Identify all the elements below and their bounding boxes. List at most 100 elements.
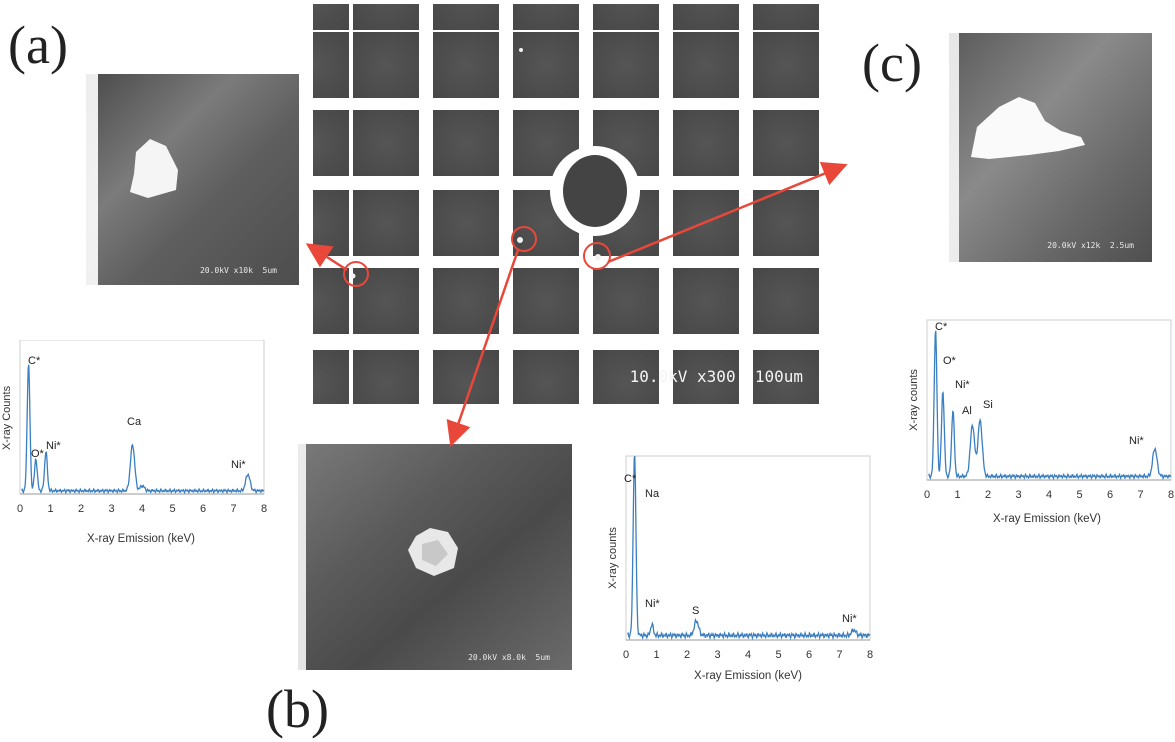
- spectrum-c-peak-c: C*: [935, 321, 948, 333]
- grid-cell: [673, 350, 739, 404]
- x-tick-label: 0: [17, 503, 23, 515]
- sem-image-a: 20.0kV x10k 5um: [86, 74, 299, 285]
- grid-cell: [313, 110, 349, 176]
- spectrum-b: X-ray counts 0 1 2 3 4 5 6 7 8 X-ray Emission (k…: [605, 450, 880, 690]
- grid-cell: [593, 350, 659, 404]
- panel-label-c: (c): [862, 33, 922, 93]
- spectrum-c-peak-si: Si: [983, 399, 993, 411]
- sem-image-c: 20.0kV x12k 2.5um: [949, 33, 1152, 262]
- spectrum-c-peak-ni1: Ni*: [955, 379, 970, 391]
- grid-cell: [673, 268, 739, 334]
- grid-cell: [753, 4, 819, 30]
- grid-cell: [433, 32, 499, 98]
- grid-cells: [313, 4, 819, 404]
- grid-cell: [673, 190, 739, 256]
- spectrum-b-line: [626, 455, 871, 641]
- x-tick-label: 2: [78, 503, 84, 515]
- grid-cell: [593, 268, 659, 334]
- x-tick-label: 3: [108, 503, 114, 515]
- spectrum-b-ylabel: X-ray counts: [607, 527, 619, 589]
- x-tick-label: 7: [836, 649, 842, 661]
- spectrum-a-peak-ni2: Ni*: [231, 459, 246, 471]
- grid-cell: [753, 110, 819, 176]
- x-tick-label: 0: [924, 489, 930, 501]
- grid-cell: [433, 350, 499, 404]
- grid-cell: [353, 4, 419, 30]
- grid-cell: [313, 268, 349, 334]
- x-tick-label: 8: [261, 503, 267, 515]
- x-tick-label: 5: [775, 649, 781, 661]
- x-tick-label: 7: [230, 503, 236, 515]
- spectrum-b-xlabel: X-ray Emission (keV): [694, 670, 802, 682]
- grid-cell: [673, 32, 739, 98]
- grid-cell: [513, 4, 579, 30]
- spectrum-c-xlabel: X-ray Emission (keV): [993, 513, 1101, 525]
- grid-cell: [593, 32, 659, 98]
- grid-cell: [513, 32, 579, 98]
- grid-svg: [313, 4, 847, 404]
- panel-label-a: (a): [8, 15, 68, 75]
- spectrum-a-peak-ni1: Ni*: [46, 440, 61, 452]
- x-tick-label: 6: [1107, 489, 1113, 501]
- x-tick-label: 5: [1076, 489, 1082, 501]
- sem-b-scalebar: 20.0kV x8.0k 5um: [468, 653, 550, 662]
- x-tick-label: 1: [47, 503, 53, 515]
- grid-cell: [313, 4, 349, 30]
- spectrum-a-peak-ca: Ca: [127, 416, 142, 428]
- grid-cell: [353, 32, 419, 98]
- grid-cell: [753, 350, 819, 404]
- grid-cell: [313, 32, 349, 98]
- x-tick-label: 3: [1015, 489, 1021, 501]
- x-tick-label: 6: [200, 503, 206, 515]
- center-sem-grid-image: 10.0kV x300 100um: [313, 4, 847, 404]
- particle-a: [130, 139, 178, 198]
- grid-speck: [519, 48, 523, 52]
- particle-c-spot: [595, 254, 601, 260]
- spectrum-c-line: [927, 330, 1172, 481]
- x-tick-label: 0: [623, 649, 629, 661]
- grid-cell: [593, 4, 659, 30]
- grid-cell: [433, 190, 499, 256]
- x-tick-label: 8: [867, 649, 873, 661]
- particle-c: [971, 97, 1085, 159]
- grid-cell: [673, 4, 739, 30]
- grid-cell: [513, 268, 579, 334]
- sem-a-scalebar: 20.0kV x10k 5um: [199, 266, 277, 275]
- spectrum-a-peak-o: O*: [31, 448, 45, 460]
- spectrum-b-peak-ni2: Ni*: [842, 613, 857, 625]
- x-tick-label: 4: [1046, 489, 1052, 501]
- x-tick-label: 2: [684, 649, 690, 661]
- x-tick-label: 7: [1137, 489, 1143, 501]
- x-tick-label: 2: [985, 489, 991, 501]
- spectrum-a-xlabel: X-ray Emission (keV): [87, 533, 195, 545]
- x-tick-label: 8: [1168, 489, 1174, 501]
- spectrum-b-peak-s: S: [692, 605, 699, 617]
- spectrum-c-peak-al: Al: [962, 405, 972, 417]
- x-tick-label: 5: [169, 503, 175, 515]
- grid-cell: [313, 350, 349, 404]
- grid-cell: [753, 268, 819, 334]
- spectrum-b-peak-na: Na: [645, 488, 660, 500]
- spectrum-b-peak-c: C*: [624, 473, 637, 485]
- spectrum-a-peak-c: C*: [28, 355, 41, 367]
- grid-cell: [353, 268, 419, 334]
- particle-a-spot: [350, 273, 356, 279]
- spectrum-a: X-ray Counts 0 1 2 3 4 5 6 7 8 X-ray Emission (k…: [0, 339, 275, 550]
- grid-cell: [753, 190, 819, 256]
- spectrum-a-ylabel: X-ray Counts: [1, 385, 13, 450]
- grid-cell: [433, 4, 499, 30]
- spectrum-a-line: [21, 364, 265, 495]
- x-tick-label: 1: [653, 649, 659, 661]
- grid-cell: [673, 110, 739, 176]
- particle-b-spot: [517, 237, 523, 243]
- spectrum-b-peak-ni1: Ni*: [645, 598, 660, 610]
- spectrum-c-ylabel: X-ray counts: [908, 369, 920, 431]
- grid-center-hole: [563, 155, 627, 227]
- panel-label-b: (b): [266, 679, 329, 739]
- x-tick-label: 1: [954, 489, 960, 501]
- grid-cell: [513, 350, 579, 404]
- x-tick-label: 3: [714, 649, 720, 661]
- center-scalebar: 10.0kV x300 100um: [629, 367, 803, 386]
- x-tick-label: 4: [139, 503, 145, 515]
- grid-cell: [353, 110, 419, 176]
